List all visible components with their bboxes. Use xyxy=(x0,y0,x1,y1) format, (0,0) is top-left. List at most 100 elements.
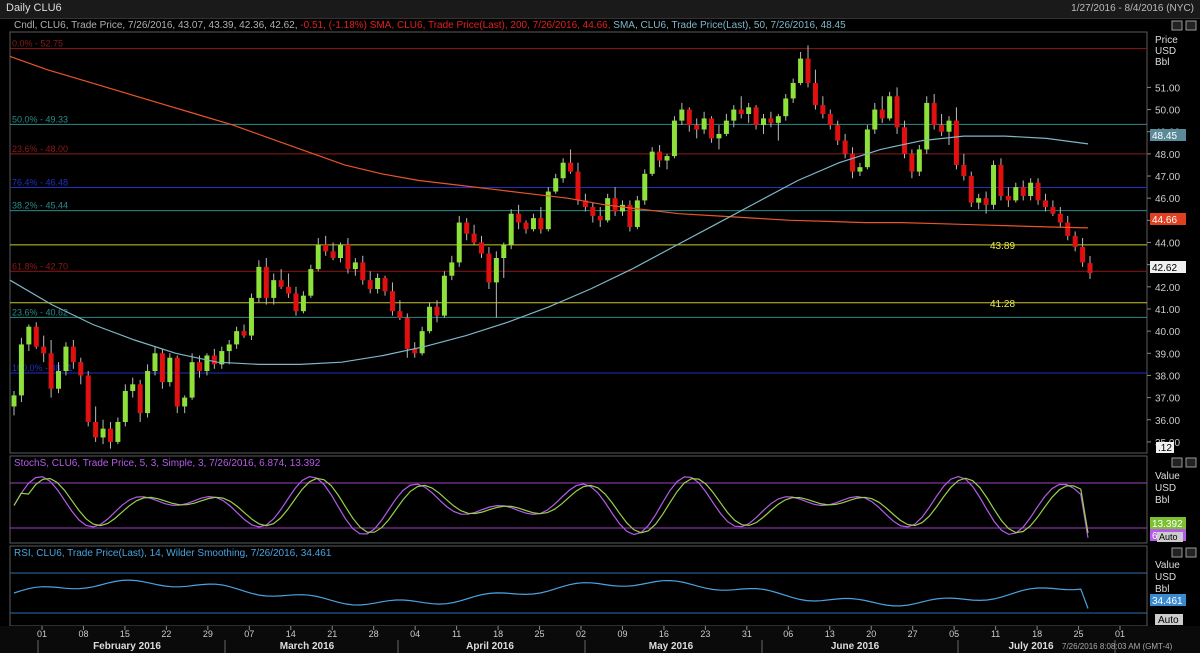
candle-body xyxy=(909,153,915,172)
fib-label: 0.0% - 52.75 xyxy=(12,39,63,49)
close-icon[interactable] xyxy=(1185,457,1197,468)
svg-text:Value: Value xyxy=(1155,471,1180,482)
maximize-icon[interactable] xyxy=(1171,547,1183,558)
x-tick-label: 08 xyxy=(78,629,88,639)
candle-body xyxy=(1020,187,1026,196)
candle-body xyxy=(323,244,329,252)
candle-body xyxy=(760,118,766,126)
x-tick-label: 20 xyxy=(866,629,876,639)
month-label: March 2016 xyxy=(280,641,335,652)
candle-body xyxy=(1087,263,1093,274)
candle-body xyxy=(642,173,648,201)
candle-body xyxy=(427,306,433,332)
x-tick-label: 14 xyxy=(286,629,296,639)
candle-body xyxy=(486,253,492,283)
panel-controls-rsi[interactable] xyxy=(1171,547,1197,558)
candle-body xyxy=(709,118,715,139)
rsi-axis-title: Value USD Bbl xyxy=(1155,560,1180,595)
panel-controls-stoch[interactable] xyxy=(1171,457,1197,468)
svg-text:Bbl: Bbl xyxy=(1155,584,1169,595)
candle-body xyxy=(286,286,292,294)
candle-body xyxy=(575,171,581,201)
candle-body xyxy=(145,371,151,414)
candle-body xyxy=(768,118,774,123)
candle-body xyxy=(441,275,447,316)
stoch-d-line xyxy=(13,477,1089,534)
window-title: Daily CLU6 xyxy=(6,2,62,14)
month-label: July 2016 xyxy=(1008,641,1053,652)
candle-body xyxy=(1035,182,1041,201)
candle-body xyxy=(256,266,262,298)
candle-body xyxy=(590,207,596,216)
stoch-lines xyxy=(10,475,1147,538)
candle-body xyxy=(798,58,804,83)
rsi-line xyxy=(13,579,1089,609)
fib-right-label: 41.28 xyxy=(990,299,1015,310)
window-titlebar: Daily CLU6 1/27/2016 - 8/4/2016 (NYC) xyxy=(0,0,1200,19)
candle-body xyxy=(501,244,507,259)
candle-body xyxy=(33,326,39,347)
candle-body xyxy=(248,297,254,336)
candle-body xyxy=(842,140,848,154)
stoch-auto-button[interactable]: Auto xyxy=(1157,532,1183,542)
candle-body xyxy=(78,362,84,376)
candle-body xyxy=(968,176,974,203)
candle-body xyxy=(850,153,856,172)
stoch-legend: StochS, CLU6, Trade Price, 5, 3, Simple,… xyxy=(14,458,321,469)
x-tick-label: 29 xyxy=(203,629,213,639)
candle-body xyxy=(612,198,618,212)
candle-body xyxy=(879,109,885,119)
candle-body xyxy=(901,127,907,154)
month-label: June 2016 xyxy=(831,641,880,652)
badge-last-price-2: .12 xyxy=(1156,442,1174,454)
candle-body xyxy=(1028,182,1034,196)
candle-body xyxy=(568,162,574,172)
candle-body xyxy=(315,244,321,270)
candle-body xyxy=(887,96,893,119)
candle-body xyxy=(1065,222,1071,236)
fib-label: 61.8% - 42.70 xyxy=(12,261,68,271)
y-tick-label: 37.00 xyxy=(1155,394,1180,405)
rsi-legend: RSI, CLU6, Trade Price(Last), 14, Wilder… xyxy=(14,548,332,559)
svg-text:.12: .12 xyxy=(1158,443,1172,454)
x-tick-label: 23 xyxy=(700,629,710,639)
x-tick-label: 15 xyxy=(120,629,130,639)
main-axis-title: Price USD Bbl xyxy=(1155,35,1178,68)
candle-body xyxy=(731,109,737,121)
candle-body xyxy=(835,125,841,141)
candle-body xyxy=(671,120,677,157)
candle-body xyxy=(516,213,522,223)
fib-label: 23.6% - 48.00 xyxy=(12,144,68,154)
candle-body xyxy=(523,222,529,230)
x-tick-label: 11 xyxy=(452,629,461,639)
candle-body xyxy=(716,133,722,139)
svg-text:42.62: 42.62 xyxy=(1152,263,1177,274)
fib-levels: 0.0% - 52.75 50.0% - 49.33 23.6% - 48.00 76… xyxy=(10,39,1147,374)
candle-body xyxy=(493,258,499,283)
candle-body xyxy=(1050,207,1056,214)
x-axis-band xyxy=(0,626,1200,653)
candle-body xyxy=(300,295,306,312)
candle-body xyxy=(775,116,781,123)
candle-body xyxy=(330,251,336,259)
y-tick-label: 51.00 xyxy=(1155,83,1180,94)
y-tick-label: 47.00 xyxy=(1155,172,1180,183)
candle-body xyxy=(961,164,967,177)
candle-body xyxy=(686,109,692,126)
maximize-icon[interactable] xyxy=(1171,20,1183,31)
candle-body xyxy=(939,125,945,132)
svg-text:Auto: Auto xyxy=(1159,532,1178,542)
status-timestamp: 7/26/2016 8:08:03 AM (GMT-4) xyxy=(1062,642,1173,651)
close-icon[interactable] xyxy=(1185,20,1197,31)
chart-canvas[interactable]: 0.0% - 52.75 50.0% - 49.33 23.6% - 48.00 76… xyxy=(0,18,1200,653)
candle-body xyxy=(857,167,863,172)
x-tick-label: 25 xyxy=(1074,629,1084,639)
candle-body xyxy=(271,280,277,298)
panel-controls-main[interactable] xyxy=(1171,20,1197,31)
rsi-auto-button[interactable]: Auto xyxy=(1155,614,1183,626)
candle-body xyxy=(159,353,165,383)
month-label: February 2016 xyxy=(93,641,161,652)
close-icon[interactable] xyxy=(1185,547,1197,558)
candle-body xyxy=(872,109,878,130)
maximize-icon[interactable] xyxy=(1171,457,1183,468)
